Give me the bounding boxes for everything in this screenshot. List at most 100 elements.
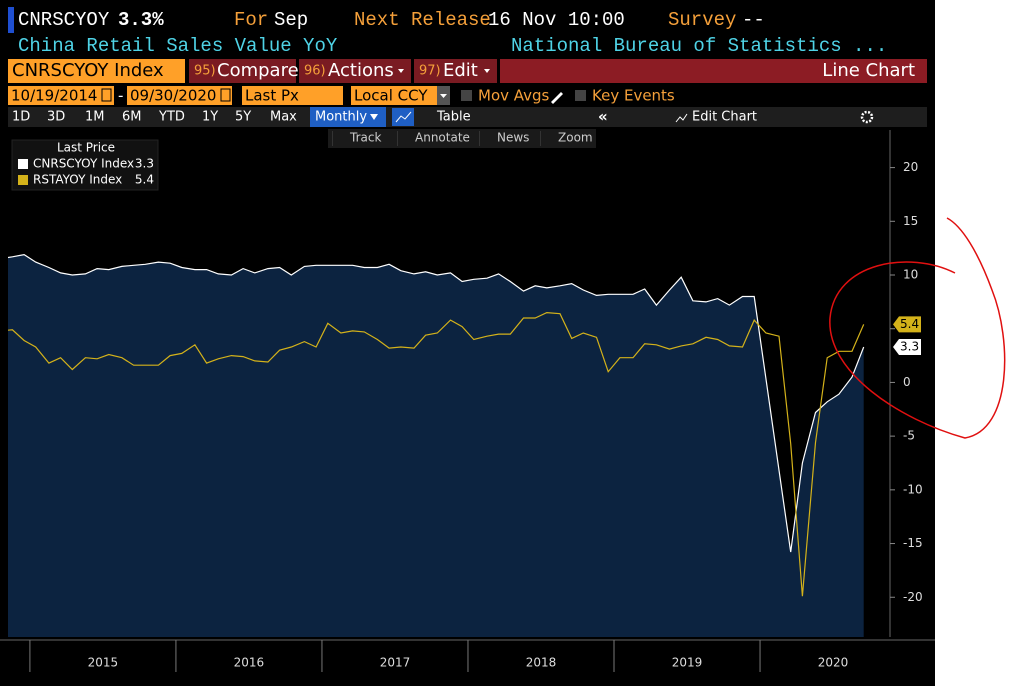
x-tick-label: 2020: [818, 656, 849, 670]
dropdown-arrow: [370, 114, 378, 120]
period-button[interactable]: 5Y: [235, 110, 251, 125]
y-tick-label: -15: [903, 536, 923, 550]
period-label: For: [234, 9, 268, 31]
line: [8, 311, 865, 597]
start-date[interactable]: 10/19/2014: [11, 87, 97, 105]
x-tick-label: 2019: [672, 656, 703, 670]
x-tick-label: 2016: [234, 656, 265, 670]
date-box[interactable]: [8, 86, 114, 105]
last-value-label: 5.4: [900, 317, 919, 331]
y-tick-label: -5: [903, 429, 915, 443]
legend-title: Last Price: [57, 141, 115, 155]
chart-type: Line Chart: [822, 60, 915, 81]
x-tick-label: 2015: [88, 656, 119, 670]
last-value-tag: [893, 316, 921, 333]
next-release-label: Next Release: [354, 9, 491, 31]
dropdown-arrow: [440, 94, 447, 98]
legend-swatch: [18, 159, 28, 169]
tool-separator: [397, 131, 398, 146]
x-tick-label: 2017: [380, 656, 411, 670]
pencil-icon[interactable]: [551, 92, 563, 104]
option[interactable]: Key Events: [592, 87, 675, 105]
y-tick-label: -20: [903, 590, 923, 604]
last-value: 3.3%: [118, 9, 164, 31]
period-button[interactable]: 6M: [122, 110, 142, 125]
button[interactable]: [189, 59, 296, 83]
calendar-icon: [101, 88, 112, 102]
option[interactable]: Mov Avgs: [478, 87, 550, 105]
settings-icon[interactable]: [860, 110, 874, 124]
tools-bar: [328, 129, 596, 148]
tool-button[interactable]: Annotate: [415, 131, 470, 145]
currency-box[interactable]: [351, 86, 437, 105]
dropdown-arrow: [484, 69, 490, 73]
tool-separator: [479, 131, 480, 146]
calendar-icon: [220, 88, 231, 102]
security-box[interactable]: [8, 59, 185, 83]
legend: [11, 139, 159, 191]
dropdown-arrow: [398, 69, 404, 73]
next-release: 16 Nov 10:00: [488, 9, 625, 31]
period-button[interactable]: 3D: [47, 110, 65, 125]
button-key[interactable]: 96): [304, 64, 326, 79]
table-button[interactable]: Table: [436, 110, 471, 125]
button-label[interactable]: Edit: [443, 60, 478, 81]
legend-label: RSTAYOY Index: [33, 173, 122, 187]
tool-separator: [332, 131, 333, 146]
period-button[interactable]: 1M: [85, 110, 105, 125]
legend-value: 3.3: [135, 157, 154, 171]
y-tick-label: 20: [903, 160, 918, 174]
y-tick-label: -10: [903, 482, 923, 496]
y-tick-label: 0: [903, 375, 911, 389]
button-label[interactable]: Actions: [328, 60, 394, 81]
collapse-icon[interactable]: «: [598, 108, 608, 126]
button[interactable]: [299, 59, 411, 83]
edit-chart[interactable]: Edit Chart: [692, 110, 757, 125]
header-marker: [8, 7, 14, 33]
ticker: CNRSCYOY: [18, 9, 110, 31]
period-button[interactable]: Max: [270, 110, 297, 125]
survey-label: Survey: [668, 9, 736, 31]
area: [8, 254, 864, 637]
description: China Retail Sales Value YoY: [18, 35, 338, 57]
currency[interactable]: Local CCY: [354, 87, 428, 105]
frequency-button[interactable]: [310, 107, 386, 127]
button-label[interactable]: Compare: [217, 60, 299, 81]
annotation-circle: [829, 217, 1006, 439]
field-box[interactable]: [242, 86, 343, 105]
chart-icon-line: [395, 111, 412, 123]
x-tick-label: 2018: [526, 656, 557, 670]
date-box[interactable]: [127, 86, 232, 105]
side-area: [935, 0, 1010, 686]
button-key[interactable]: 97): [419, 64, 441, 79]
tool-button[interactable]: Track: [349, 131, 381, 145]
survey: --: [742, 9, 765, 31]
legend-swatch: [18, 175, 28, 185]
tool-button[interactable]: News: [497, 131, 529, 145]
edit-chart-icon: [675, 113, 688, 123]
period-button[interactable]: 1D: [12, 110, 30, 125]
legend-label: CNRSCYOY Index: [33, 157, 134, 171]
y-tick-label: 10: [903, 268, 918, 282]
button[interactable]: [414, 59, 497, 83]
last-value-label: 3.3: [900, 339, 919, 353]
checkbox[interactable]: [461, 90, 472, 101]
legend-value: 5.4: [135, 173, 154, 187]
end-date[interactable]: 09/30/2020: [130, 87, 216, 105]
plot: [8, 253, 865, 637]
period-button[interactable]: 1Y: [202, 110, 218, 125]
period-button[interactable]: YTD: [158, 110, 185, 125]
frequency[interactable]: Monthly: [315, 110, 367, 125]
button-key[interactable]: 95): [194, 64, 216, 79]
title-bar: [500, 59, 927, 83]
field[interactable]: Last Px: [245, 87, 299, 105]
source: National Bureau of Statistics ...: [511, 35, 887, 57]
last-value-tag: [893, 338, 921, 355]
security[interactable]: CNRSCYOY Index: [12, 60, 164, 81]
tool-button[interactable]: Zoom: [558, 131, 593, 145]
period-bar: [8, 107, 927, 127]
period: Sep: [274, 9, 308, 31]
y-tick-label: 15: [903, 214, 918, 228]
checkbox[interactable]: [575, 90, 586, 101]
